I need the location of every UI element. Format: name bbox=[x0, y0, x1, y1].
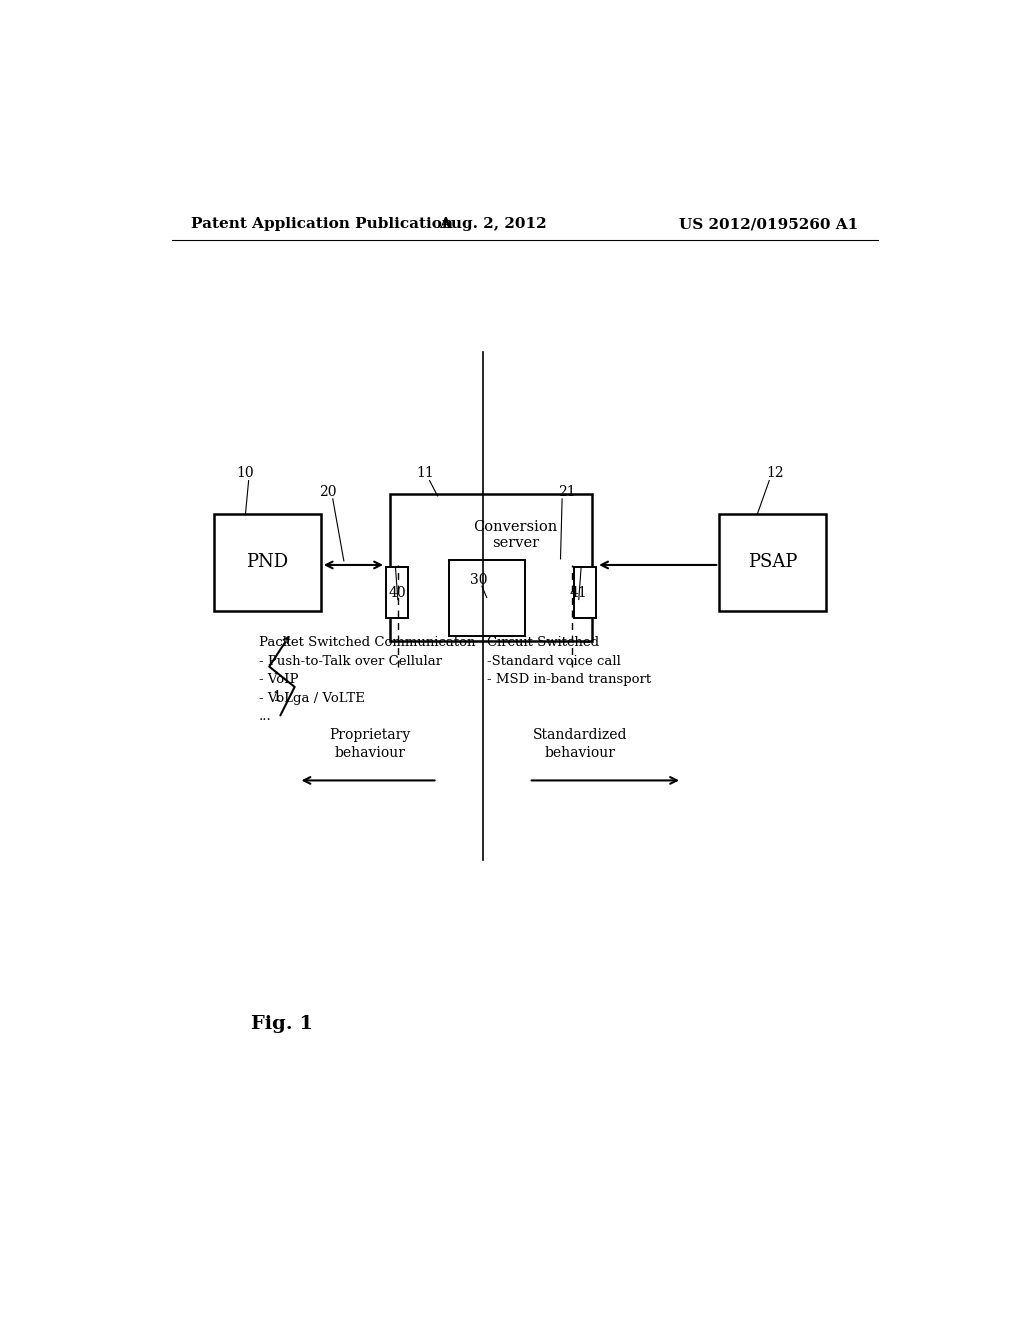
Bar bbox=[450, 560, 524, 636]
Text: 10: 10 bbox=[237, 466, 254, 480]
Text: US 2012/0195260 A1: US 2012/0195260 A1 bbox=[679, 218, 858, 231]
Text: 12: 12 bbox=[766, 466, 783, 480]
Bar bbox=[390, 494, 592, 642]
Text: 30: 30 bbox=[470, 573, 487, 587]
Text: Packet Switched Communicaton
- Push-to-Talk over Cellular
- VoIP
- VoLga / VoLTE: Packet Switched Communicaton - Push-to-T… bbox=[259, 636, 475, 723]
Text: PND: PND bbox=[246, 553, 289, 572]
Text: 21: 21 bbox=[558, 484, 575, 499]
Text: Circuit Switched
-Standard voice call
- MSD in-band transport: Circuit Switched -Standard voice call - … bbox=[486, 636, 651, 686]
Bar bbox=[386, 568, 409, 618]
Text: PSAP: PSAP bbox=[749, 553, 798, 572]
Text: 40: 40 bbox=[389, 586, 407, 601]
Text: 1: 1 bbox=[272, 690, 282, 704]
Text: Fig. 1: Fig. 1 bbox=[251, 1015, 313, 1034]
Text: Conversion
server: Conversion server bbox=[473, 520, 557, 550]
Text: Standardized
behaviour: Standardized behaviour bbox=[534, 727, 628, 760]
Bar bbox=[214, 515, 321, 611]
Bar bbox=[719, 515, 826, 611]
Text: Proprietary
behaviour: Proprietary behaviour bbox=[330, 727, 411, 760]
Text: Aug. 2, 2012: Aug. 2, 2012 bbox=[439, 218, 547, 231]
Text: Patent Application Publication: Patent Application Publication bbox=[191, 218, 454, 231]
Bar bbox=[574, 568, 596, 618]
Text: 11: 11 bbox=[417, 466, 434, 480]
Text: 41: 41 bbox=[570, 586, 588, 601]
Text: 20: 20 bbox=[319, 484, 337, 499]
